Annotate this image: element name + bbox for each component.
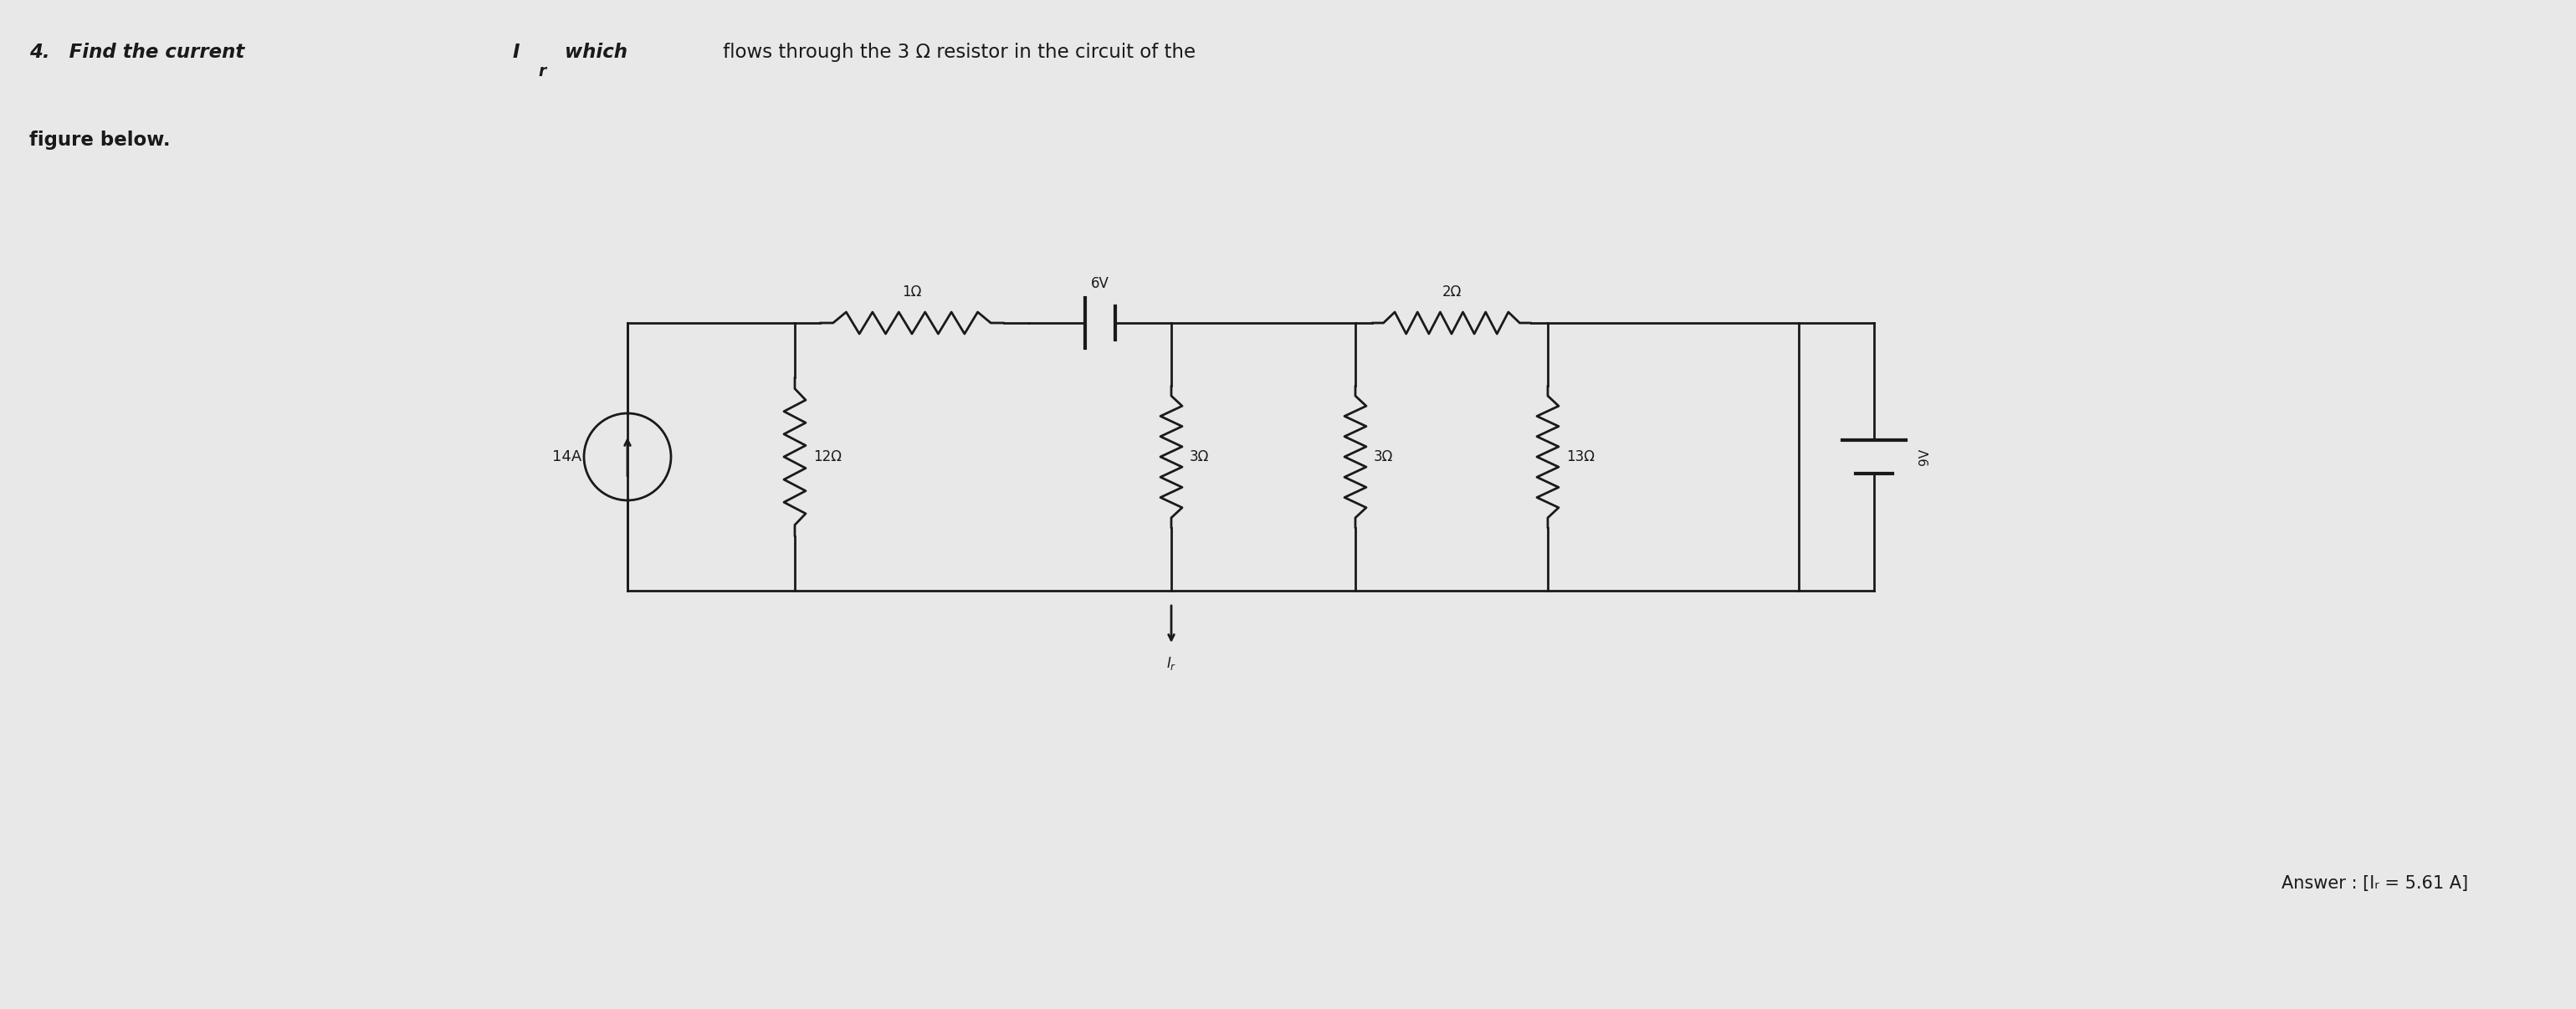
Text: figure below.: figure below. — [28, 130, 170, 149]
Text: 4.  Find the current: 4. Find the current — [28, 42, 252, 62]
Text: 1Ω: 1Ω — [902, 285, 922, 300]
Text: which: which — [559, 42, 629, 62]
Text: 12Ω: 12Ω — [814, 449, 842, 464]
Text: I: I — [513, 42, 520, 62]
Text: 3Ω: 3Ω — [1373, 449, 1394, 464]
Text: r: r — [538, 64, 546, 80]
Text: 13Ω: 13Ω — [1566, 449, 1595, 464]
Text: 2Ω: 2Ω — [1443, 285, 1461, 300]
Text: 3Ω: 3Ω — [1190, 449, 1208, 464]
Text: flows through the 3 Ω resistor in the circuit of the: flows through the 3 Ω resistor in the ci… — [716, 42, 1195, 62]
Text: 6V: 6V — [1092, 276, 1110, 292]
Text: 14A: 14A — [551, 449, 582, 464]
Text: 9V: 9V — [1919, 448, 1932, 465]
Text: $I_r$: $I_r$ — [1167, 655, 1177, 672]
Text: Answer : [Iᵣ = 5.61 A]: Answer : [Iᵣ = 5.61 A] — [2282, 875, 2468, 892]
